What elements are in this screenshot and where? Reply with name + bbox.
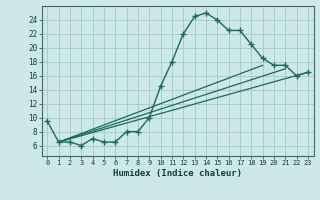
X-axis label: Humidex (Indice chaleur): Humidex (Indice chaleur) bbox=[113, 169, 242, 178]
